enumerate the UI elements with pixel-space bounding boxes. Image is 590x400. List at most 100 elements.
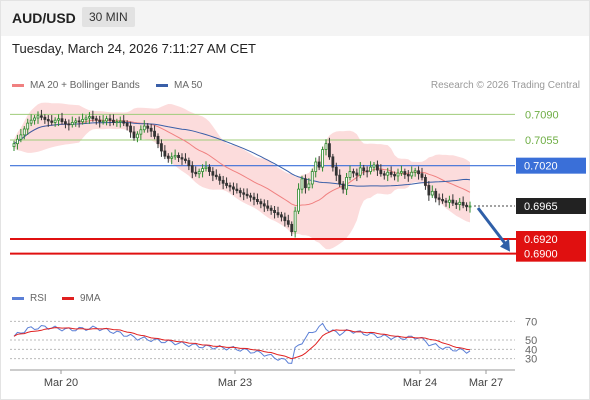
candle-body [293, 210, 297, 233]
candle-body [228, 185, 232, 188]
candle-body [266, 205, 270, 209]
candle-body [389, 171, 393, 175]
candle-body [369, 166, 372, 172]
candle-body [91, 116, 95, 120]
candle-body [26, 122, 30, 130]
ma50-line [13, 121, 471, 187]
timeframe-button[interactable]: 30 MIN [82, 7, 135, 27]
candle-body [98, 119, 102, 123]
candle-body [430, 190, 434, 196]
candle-body [317, 161, 321, 168]
candle-body [166, 155, 170, 159]
candle-body [297, 188, 300, 212]
candle-body [29, 119, 33, 124]
candle-body [142, 125, 146, 131]
candle-body [160, 143, 163, 152]
candle-body [94, 118, 98, 121]
x-tick-label: Mar 27 [469, 377, 503, 389]
candle-body [441, 198, 444, 202]
candle-body [19, 134, 23, 140]
support-label: 0.6920 [524, 234, 558, 246]
candle-body [448, 199, 451, 203]
rsi-legend-label: RSI [30, 293, 47, 304]
candle-body [132, 131, 136, 139]
candle-body [70, 122, 74, 126]
ma20-swatch [12, 84, 24, 87]
candle-body [355, 172, 359, 176]
candle-body [194, 171, 198, 175]
candle-body [235, 188, 239, 191]
candle-body [242, 192, 246, 195]
candle-body [177, 154, 180, 158]
candle-body [201, 168, 204, 172]
x-tick-label: Mar 23 [218, 377, 252, 389]
candle-body [122, 120, 126, 124]
rsi-ma-legend-label: 9MA [80, 293, 101, 304]
resistance-label: 0.7090 [525, 109, 559, 121]
rsi-swatch [12, 297, 24, 300]
candle-body [465, 204, 468, 208]
candle-body [345, 176, 348, 190]
candle-body [434, 190, 438, 199]
candle-body [417, 170, 420, 175]
candle-body [328, 143, 331, 158]
chart-header: AUD/USD 30 MIN [0, 0, 590, 36]
pivot-label: 0.7020 [524, 161, 558, 173]
rsi-ma-swatch [62, 297, 74, 300]
symbol-label: AUD/USD [12, 10, 76, 26]
candle-body [249, 195, 252, 198]
candle-body [225, 182, 228, 186]
rsi-tick-label: 50 [525, 335, 537, 347]
candle-body [173, 154, 177, 158]
bollinger-band [14, 102, 470, 250]
candle-body [190, 165, 194, 173]
candle-body [16, 138, 19, 145]
candle-body [376, 164, 379, 171]
candle-body [338, 174, 342, 185]
candle-body [108, 118, 112, 121]
candle-body [112, 119, 115, 123]
candle-body [393, 174, 396, 177]
candle-body [262, 203, 266, 207]
x-tick-label: Mar 20 [44, 377, 78, 389]
ma20-legend: MA 20 + Bollinger Bands [12, 80, 140, 91]
forecast-arrow-shaft [476, 207, 508, 246]
rsi-tick-label: 30 [525, 354, 537, 366]
candle-body [427, 185, 431, 196]
candle-body [46, 119, 50, 122]
candle-body [269, 207, 273, 211]
candle-body [163, 150, 167, 157]
chart-datetime: Tuesday, March 24, 2026 7:11:27 AM CET [12, 41, 256, 56]
candle-body [290, 223, 294, 233]
candle-body [214, 174, 218, 178]
support-tag [516, 245, 586, 262]
candle-body [129, 125, 132, 133]
candle-body [310, 171, 314, 185]
research-credit: Research © 2026 Trading Central [430, 80, 580, 91]
candle-body [22, 128, 26, 136]
candle-body [88, 116, 91, 119]
candle-body [139, 129, 143, 135]
candle-body [314, 161, 318, 172]
forecast-arrow-head [500, 238, 510, 252]
candle-body [348, 171, 352, 178]
support-label: 0.6900 [524, 249, 558, 261]
candle-body [300, 178, 304, 190]
candle-body [64, 121, 67, 125]
candle-body [372, 164, 376, 168]
candle-body [60, 118, 64, 123]
candle-body [12, 143, 16, 148]
candle-body [245, 193, 249, 197]
candle-body [307, 183, 311, 189]
candle-body [362, 167, 366, 172]
rsi-tick-label: 70 [525, 316, 537, 328]
candle-body [118, 120, 122, 123]
candle-body [286, 220, 290, 225]
candle-body [444, 200, 448, 203]
candle-body [153, 130, 156, 137]
candle-body [115, 121, 119, 124]
ma50-legend-label: MA 50 [174, 80, 203, 91]
ma20-line [13, 119, 471, 207]
